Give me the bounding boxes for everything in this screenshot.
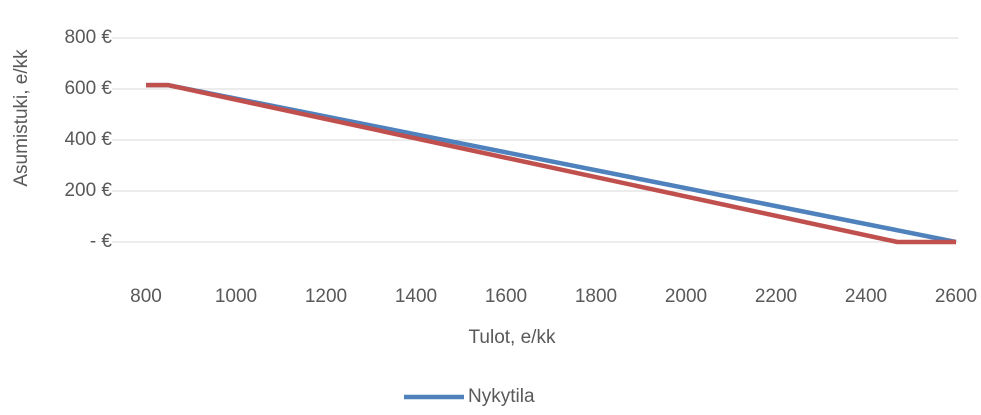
x-tick-label: 1400: [395, 286, 437, 307]
x-tick-label: 1600: [485, 286, 527, 307]
x-tick-label: 1800: [575, 286, 617, 307]
y-tick-label: 200 €: [64, 180, 112, 201]
y-tick-label: 400 €: [64, 129, 112, 150]
legend-label: Nykytila: [468, 386, 535, 407]
x-tick-label: 2000: [665, 286, 707, 307]
y-tick-label: - €: [90, 231, 113, 252]
x-tick-label: 2400: [845, 286, 887, 307]
y-tick-label: 600 €: [64, 78, 112, 99]
x-axis-title: Tulot, e/kk: [469, 327, 556, 348]
x-tick-label: 1200: [305, 286, 347, 307]
y-axis-title: Asumistuki, e/kk: [11, 49, 32, 187]
line-series: [146, 82, 956, 245]
x-tick-label: 1000: [215, 286, 257, 307]
x-tick-label: 2600: [935, 286, 977, 307]
y-tick-label: 800 €: [64, 27, 112, 48]
x-tick-label: 2200: [755, 286, 797, 307]
x-tick-label: 800: [130, 286, 162, 307]
